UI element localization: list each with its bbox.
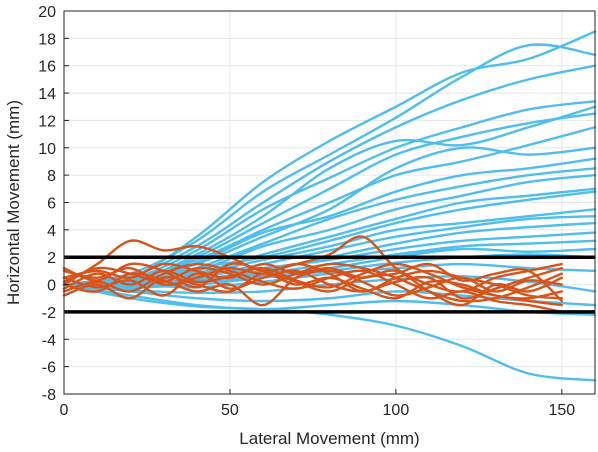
blue-series-line-24 xyxy=(62,283,597,382)
x-tick-label: 100 xyxy=(383,402,410,419)
x-tick-label: 0 xyxy=(60,402,69,419)
y-tick-label: -8 xyxy=(42,387,56,404)
x-tick-label: 150 xyxy=(548,402,575,419)
y-tick-label: 0 xyxy=(47,278,56,295)
y-tick-label: 16 xyxy=(38,59,56,76)
threshold-lines xyxy=(64,255,595,314)
y-tick-label: 2 xyxy=(47,250,56,267)
orange-series-group xyxy=(62,235,564,314)
y-tick-label: 12 xyxy=(38,113,56,130)
orange-series-line-33 xyxy=(62,272,564,300)
y-tick-label: 14 xyxy=(38,86,56,103)
blue-series-line-22 xyxy=(62,283,597,307)
x-tick-label: 50 xyxy=(221,402,239,419)
y-tick-label: 10 xyxy=(38,141,56,158)
y-axis-label: Horizontal Movement (mm) xyxy=(4,100,23,305)
y-tick-label: 8 xyxy=(47,168,56,185)
y-tick-label: -2 xyxy=(42,305,56,322)
orange-series-line-32 xyxy=(62,262,564,303)
blue-series-line-6 xyxy=(62,126,597,286)
y-tick-label: -6 xyxy=(42,360,56,377)
y-tick-label: 4 xyxy=(47,223,56,240)
y-tick-label: 20 xyxy=(38,4,56,21)
blue-series-line-23 xyxy=(62,283,597,316)
orange-series-line-29 xyxy=(62,269,564,307)
orange-series-line-34 xyxy=(62,262,564,303)
y-tick-label: -4 xyxy=(42,332,56,349)
y-tick-label: 18 xyxy=(38,31,56,48)
x-axis-ticks: 0 50 100 150 xyxy=(60,389,575,419)
y-axis-ticks: -8 -6 -4 -2 0 2 4 6 8 10 12 14 16 18 20 xyxy=(38,4,69,404)
y-tick-label: 6 xyxy=(47,196,56,213)
x-axis-label: Lateral Movement (mm) xyxy=(239,429,419,448)
